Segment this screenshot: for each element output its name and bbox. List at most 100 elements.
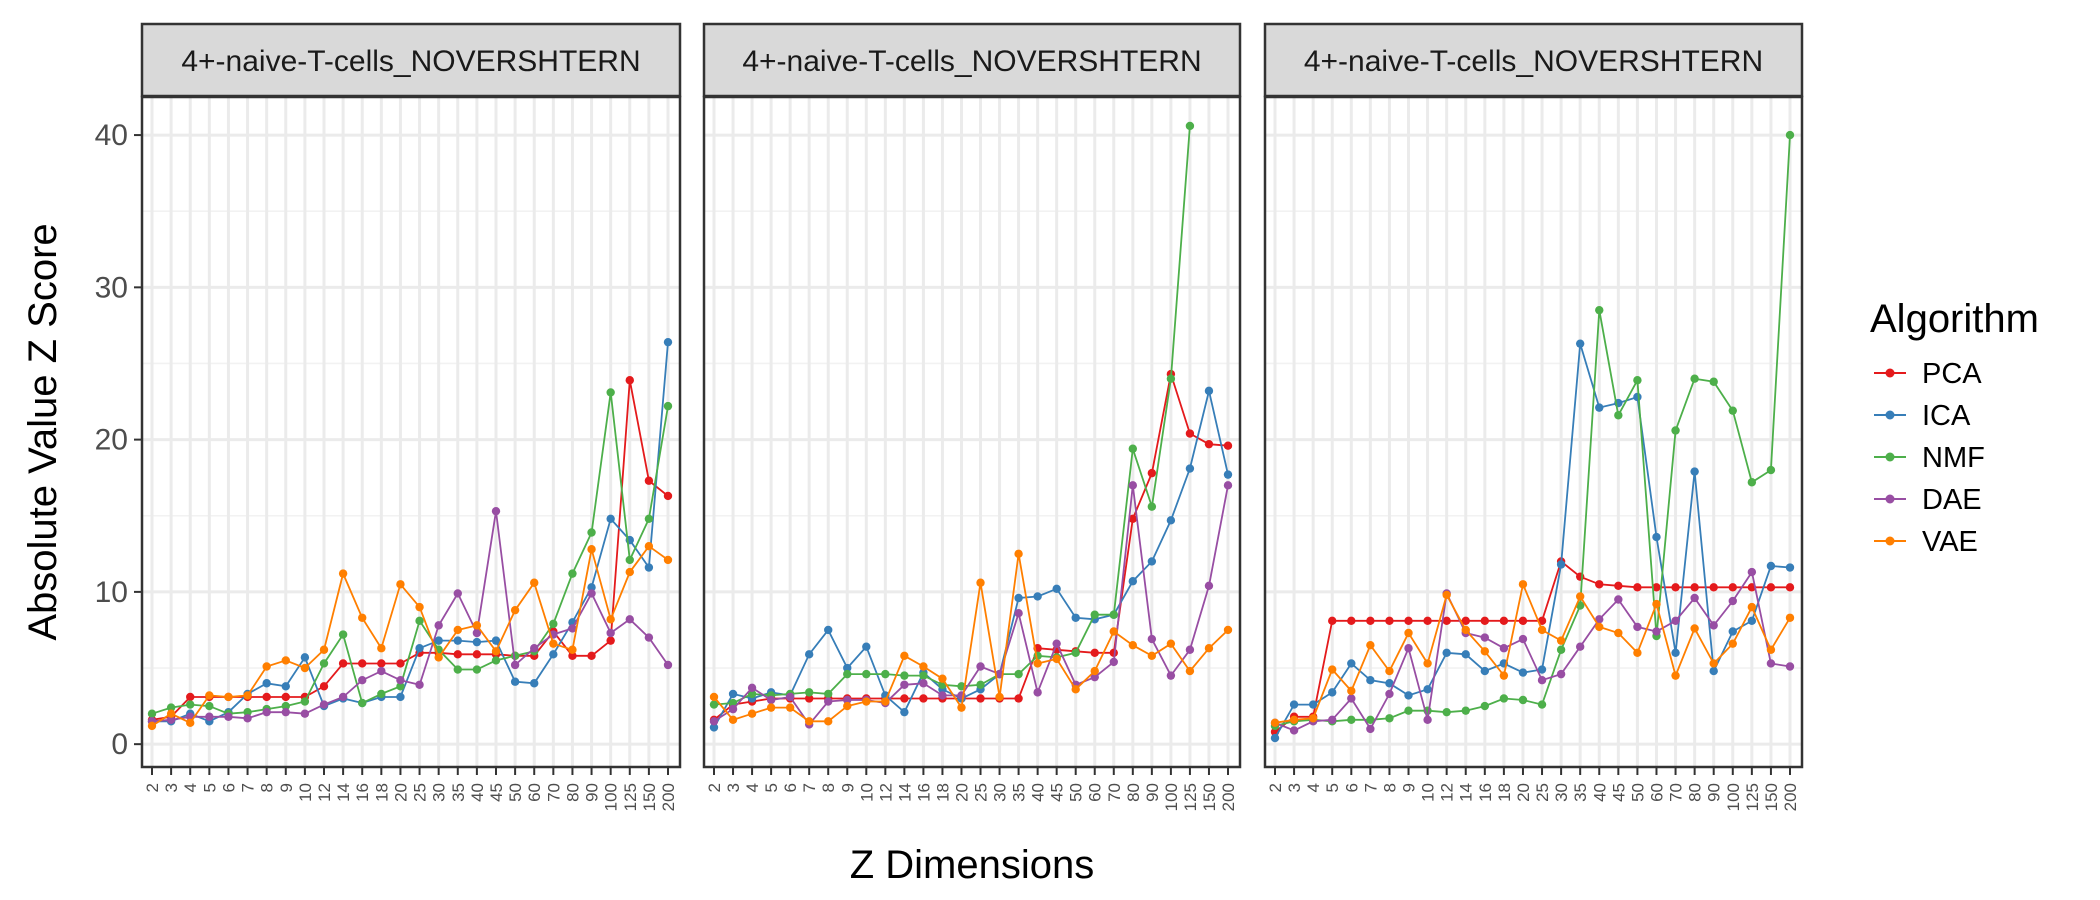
data-point-nmf bbox=[1633, 376, 1642, 385]
data-point-dae bbox=[1289, 726, 1299, 735]
data-point-dae bbox=[1537, 676, 1547, 685]
data-point-ica bbox=[262, 679, 271, 688]
data-point-vae bbox=[358, 613, 367, 622]
legend-key-point bbox=[1885, 368, 1895, 378]
series-line-ica bbox=[713, 390, 1229, 728]
data-point-vae bbox=[1518, 580, 1528, 589]
data-point-nmf bbox=[1442, 707, 1451, 717]
x-tick-label: 6 bbox=[1342, 783, 1361, 792]
data-point-nmf bbox=[1014, 669, 1023, 679]
data-point-ica bbox=[1671, 648, 1680, 657]
data-point-nmf bbox=[1480, 701, 1490, 711]
legend-item-dae: DAE bbox=[1874, 484, 1982, 516]
data-point-pca bbox=[1328, 616, 1337, 626]
y-tick-label: 10 bbox=[95, 576, 128, 609]
x-tick-label: 60 bbox=[525, 783, 544, 802]
y-tick-label: 0 bbox=[111, 728, 128, 761]
data-point-nmf bbox=[1614, 411, 1623, 420]
data-point-vae bbox=[377, 644, 386, 653]
data-point-nmf bbox=[709, 700, 719, 709]
x-tick-label: 60 bbox=[1647, 783, 1666, 802]
series-line-dae bbox=[1274, 569, 1791, 732]
data-point-dae bbox=[1556, 669, 1566, 679]
data-point-dae bbox=[205, 712, 214, 721]
data-point-dae bbox=[1747, 567, 1757, 577]
data-point-pca bbox=[1014, 694, 1023, 703]
data-point-nmf bbox=[1728, 406, 1737, 415]
data-point-pca bbox=[186, 692, 195, 702]
data-point-vae bbox=[1556, 636, 1566, 645]
x-tick-label: 9 bbox=[277, 783, 296, 792]
x-tick-label: 25 bbox=[411, 783, 430, 802]
y-tick-label: 20 bbox=[95, 424, 128, 457]
data-point-pca bbox=[338, 659, 348, 668]
data-point-ica bbox=[862, 642, 871, 651]
y-tick-label: 30 bbox=[95, 271, 128, 304]
data-point-pca bbox=[1404, 616, 1413, 626]
data-point-vae bbox=[606, 615, 615, 624]
x-tick-label: 7 bbox=[239, 783, 258, 792]
data-point-nmf bbox=[1366, 715, 1375, 724]
data-point-dae bbox=[224, 712, 233, 721]
data-point-dae bbox=[1033, 688, 1042, 697]
data-point-nmf bbox=[881, 669, 890, 679]
data-point-pca bbox=[1709, 583, 1718, 592]
data-point-nmf bbox=[281, 701, 290, 711]
data-point-dae bbox=[938, 691, 947, 700]
data-point-vae bbox=[1747, 602, 1757, 612]
data-point-ica bbox=[804, 650, 814, 659]
data-point-dae bbox=[358, 676, 367, 685]
data-point-pca bbox=[281, 692, 290, 702]
data-point-vae bbox=[785, 703, 795, 712]
data-point-pca bbox=[1442, 616, 1451, 626]
data-point-vae bbox=[881, 697, 890, 706]
data-point-nmf bbox=[396, 682, 405, 691]
data-point-vae bbox=[1204, 644, 1214, 653]
data-point-vae bbox=[957, 703, 966, 712]
data-point-ica bbox=[1270, 733, 1280, 743]
x-tick-label: 16 bbox=[1476, 783, 1495, 802]
data-point-dae bbox=[1385, 689, 1394, 699]
x-tick-label: 14 bbox=[895, 783, 914, 802]
data-point-pca bbox=[625, 376, 634, 385]
data-point-vae bbox=[262, 662, 271, 671]
data-point-nmf bbox=[1461, 706, 1470, 715]
x-tick-label: 9 bbox=[838, 783, 857, 792]
data-point-vae bbox=[1366, 640, 1375, 650]
data-point-vae bbox=[1614, 628, 1623, 638]
series-line-ica bbox=[1274, 343, 1791, 739]
data-point-vae bbox=[319, 645, 329, 654]
x-tick-label: 5 bbox=[1323, 783, 1342, 792]
data-point-nmf bbox=[491, 656, 501, 665]
data-point-vae bbox=[1223, 625, 1233, 635]
data-point-nmf bbox=[1747, 478, 1757, 487]
data-point-pca bbox=[1595, 580, 1604, 589]
data-point-ica bbox=[1166, 516, 1176, 525]
data-point-ica bbox=[1652, 532, 1661, 542]
data-point-pca bbox=[568, 651, 577, 661]
data-point-nmf bbox=[1537, 700, 1547, 709]
data-point-ica bbox=[1185, 464, 1195, 473]
data-point-nmf bbox=[1518, 695, 1528, 705]
data-point-nmf bbox=[1766, 465, 1776, 475]
x-tick-label: 4 bbox=[1304, 783, 1323, 792]
data-point-pca bbox=[1652, 583, 1661, 592]
data-point-nmf bbox=[300, 697, 310, 706]
data-point-pca bbox=[1204, 439, 1214, 449]
data-point-vae bbox=[1014, 549, 1023, 559]
series-line-ica bbox=[152, 342, 669, 723]
data-point-dae bbox=[824, 697, 833, 706]
data-point-nmf bbox=[625, 555, 634, 565]
data-point-ica bbox=[1480, 666, 1490, 676]
data-point-ica bbox=[472, 637, 482, 647]
x-tick-label: 150 bbox=[1200, 783, 1219, 811]
data-point-vae bbox=[1499, 671, 1509, 680]
data-point-ica bbox=[1461, 650, 1470, 659]
series-line-pca bbox=[713, 373, 1229, 721]
data-point-pca bbox=[453, 650, 462, 659]
data-point-ica bbox=[1128, 577, 1138, 586]
data-point-vae bbox=[1633, 648, 1642, 657]
series-vae bbox=[1270, 580, 1795, 728]
x-tick-label: 35 bbox=[1571, 783, 1590, 802]
data-point-vae bbox=[472, 621, 482, 630]
